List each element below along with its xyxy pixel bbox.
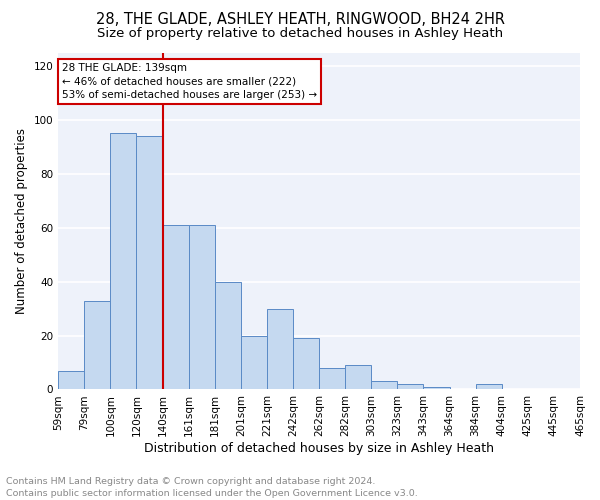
Bar bbox=[110, 134, 136, 390]
X-axis label: Distribution of detached houses by size in Ashley Heath: Distribution of detached houses by size … bbox=[144, 442, 494, 455]
Y-axis label: Number of detached properties: Number of detached properties bbox=[15, 128, 28, 314]
Bar bbox=[397, 384, 424, 390]
Bar bbox=[163, 225, 188, 390]
Bar bbox=[345, 365, 371, 390]
Bar bbox=[84, 300, 110, 390]
Text: Size of property relative to detached houses in Ashley Heath: Size of property relative to detached ho… bbox=[97, 28, 503, 40]
Bar bbox=[267, 308, 293, 390]
Bar bbox=[136, 136, 163, 390]
Text: 28 THE GLADE: 139sqm
← 46% of detached houses are smaller (222)
53% of semi-deta: 28 THE GLADE: 139sqm ← 46% of detached h… bbox=[62, 64, 317, 100]
Bar bbox=[319, 368, 345, 390]
Bar bbox=[215, 282, 241, 390]
Bar bbox=[188, 225, 215, 390]
Bar bbox=[241, 336, 267, 390]
Bar bbox=[424, 387, 449, 390]
Bar bbox=[58, 370, 84, 390]
Bar bbox=[476, 384, 502, 390]
Bar bbox=[371, 382, 397, 390]
Bar bbox=[293, 338, 319, 390]
Text: Contains HM Land Registry data © Crown copyright and database right 2024.
Contai: Contains HM Land Registry data © Crown c… bbox=[6, 476, 418, 498]
Text: 28, THE GLADE, ASHLEY HEATH, RINGWOOD, BH24 2HR: 28, THE GLADE, ASHLEY HEATH, RINGWOOD, B… bbox=[95, 12, 505, 28]
